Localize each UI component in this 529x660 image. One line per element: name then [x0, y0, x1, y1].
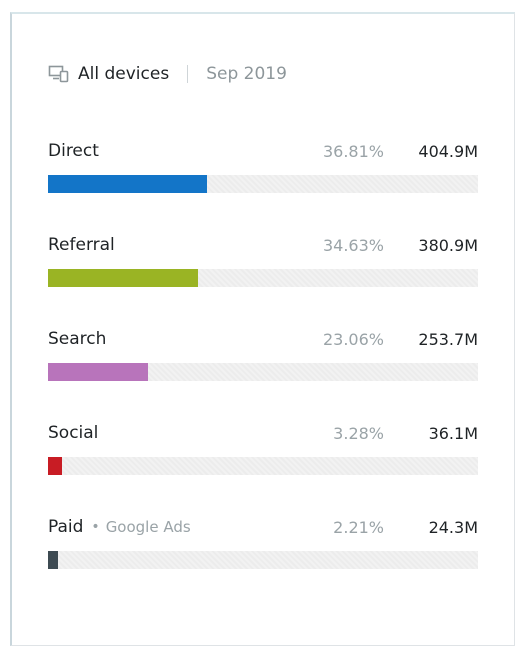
bar-track: [48, 457, 478, 475]
period-label[interactable]: Sep 2019: [206, 64, 287, 84]
source-value: 253.7M: [418, 329, 478, 349]
source-percent: 2.21%: [333, 517, 384, 537]
bar-fill: [48, 363, 148, 381]
bar-track: [48, 175, 478, 193]
header-divider: [187, 65, 189, 83]
source-name: Direct: [48, 141, 99, 161]
source-name: Referral: [48, 235, 115, 255]
bar-track: [48, 363, 478, 381]
source-value: 404.9M: [418, 141, 478, 161]
source-percent: 3.28%: [333, 423, 384, 443]
bar-fill: [48, 175, 207, 193]
source-value: 24.3M: [428, 517, 478, 537]
source-percent: 36.81%: [322, 141, 384, 161]
source-percent: 34.63%: [322, 235, 384, 255]
bar-fill: [48, 457, 62, 475]
source-name: Paid: [48, 517, 84, 537]
source-value: 36.1M: [428, 423, 478, 443]
source-value: 380.9M: [418, 235, 478, 255]
card-header: All devices Sep 2019: [48, 62, 287, 86]
bar-fill: [48, 269, 198, 287]
traffic-row-social: Social 3.28% 36.1M: [48, 420, 478, 514]
source-name: Search: [48, 329, 107, 349]
sub-separator-dot: •: [91, 519, 100, 535]
traffic-row-direct: Direct 36.81% 404.9M: [48, 138, 478, 232]
traffic-source-list: Direct 36.81% 404.9M Referral 34.63% 380…: [48, 138, 478, 608]
traffic-row-referral: Referral 34.63% 380.9M: [48, 232, 478, 326]
traffic-sources-card: All devices Sep 2019 Direct 36.81% 404.9…: [10, 12, 515, 646]
devices-icon: [48, 65, 70, 83]
traffic-row-paid: Paid • Google Ads 2.21% 24.3M: [48, 514, 478, 608]
source-percent: 23.06%: [322, 329, 384, 349]
traffic-row-search: Search 23.06% 253.7M: [48, 326, 478, 420]
bar-track: [48, 551, 478, 569]
source-subtitle: Google Ads: [105, 518, 191, 536]
bar-fill: [48, 551, 58, 569]
device-filter-label[interactable]: All devices: [78, 64, 170, 84]
bar-track: [48, 269, 478, 287]
source-name: Social: [48, 423, 99, 443]
